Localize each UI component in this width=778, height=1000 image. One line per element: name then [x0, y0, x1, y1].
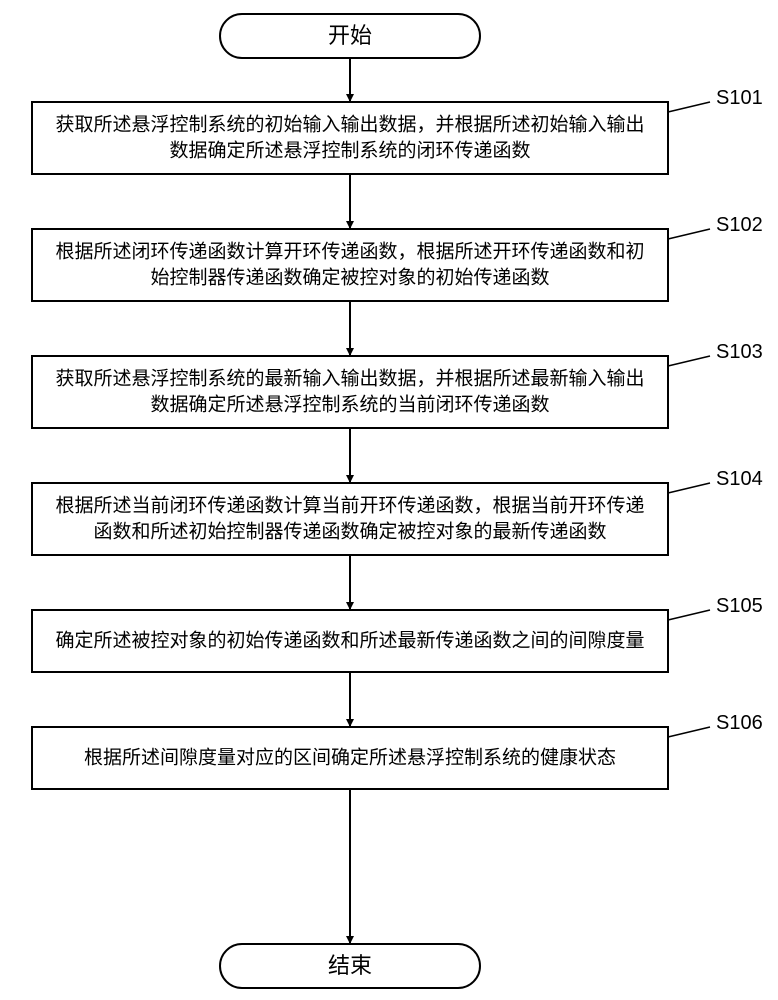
start-label: 开始: [328, 23, 372, 48]
leader-line-5: [668, 727, 710, 737]
step-text-S103-line1: 数据确定所述悬浮控制系统的当前闭环传递函数: [150, 394, 549, 416]
step-box-S103: [32, 356, 668, 428]
leader-line-0: [668, 102, 710, 112]
step-text-S106-line0: 根据所述间隙度量对应的区间确定所述悬浮控制系统的健康状态: [84, 747, 616, 769]
step-text-S101-line1: 数据确定所述悬浮控制系统的闭环传递函数: [169, 140, 530, 162]
step-text-S104-line0: 根据所述当前闭环传递函数计算当前开环传递函数，根据当前开环传递: [55, 495, 644, 517]
step-label-S102: S102: [716, 214, 763, 236]
step-box-S101: [32, 102, 668, 174]
step-text-S101-line0: 获取所述悬浮控制系统的初始输入输出数据，并根据所述初始输入输出: [55, 114, 644, 136]
leader-line-1: [668, 229, 710, 239]
step-label-S105: S105: [716, 595, 763, 617]
leader-line-4: [668, 610, 710, 620]
flowchart-canvas: 开始结束 获取所述悬浮控制系统的初始输入输出数据，并根据所述初始输入输出数据确定…: [0, 0, 778, 1000]
step-label-S104: S104: [716, 468, 763, 490]
step-box-S104: [32, 483, 668, 555]
step-label-S103: S103: [716, 341, 763, 363]
step-text-S103-line0: 获取所述悬浮控制系统的最新输入输出数据，并根据所述最新输入输出: [55, 368, 644, 390]
step-box-S102: [32, 229, 668, 301]
leader-line-2: [668, 356, 710, 366]
step-text-S102-line0: 根据所述闭环传递函数计算开环传递函数，根据所述开环传递函数和初: [55, 241, 644, 263]
step-label-S106: S106: [716, 712, 763, 734]
step-text-S104-line1: 函数和所述初始控制器传递函数确定被控对象的最新传递函数: [93, 521, 606, 543]
step-text-S105-line0: 确定所述被控对象的初始传递函数和所述最新传递函数之间的间隙度量: [55, 630, 644, 652]
step-text-S102-line1: 始控制器传递函数确定被控对象的初始传递函数: [150, 267, 549, 289]
end-label: 结束: [328, 953, 372, 978]
step-label-S101: S101: [716, 87, 763, 109]
leader-line-3: [668, 483, 710, 493]
